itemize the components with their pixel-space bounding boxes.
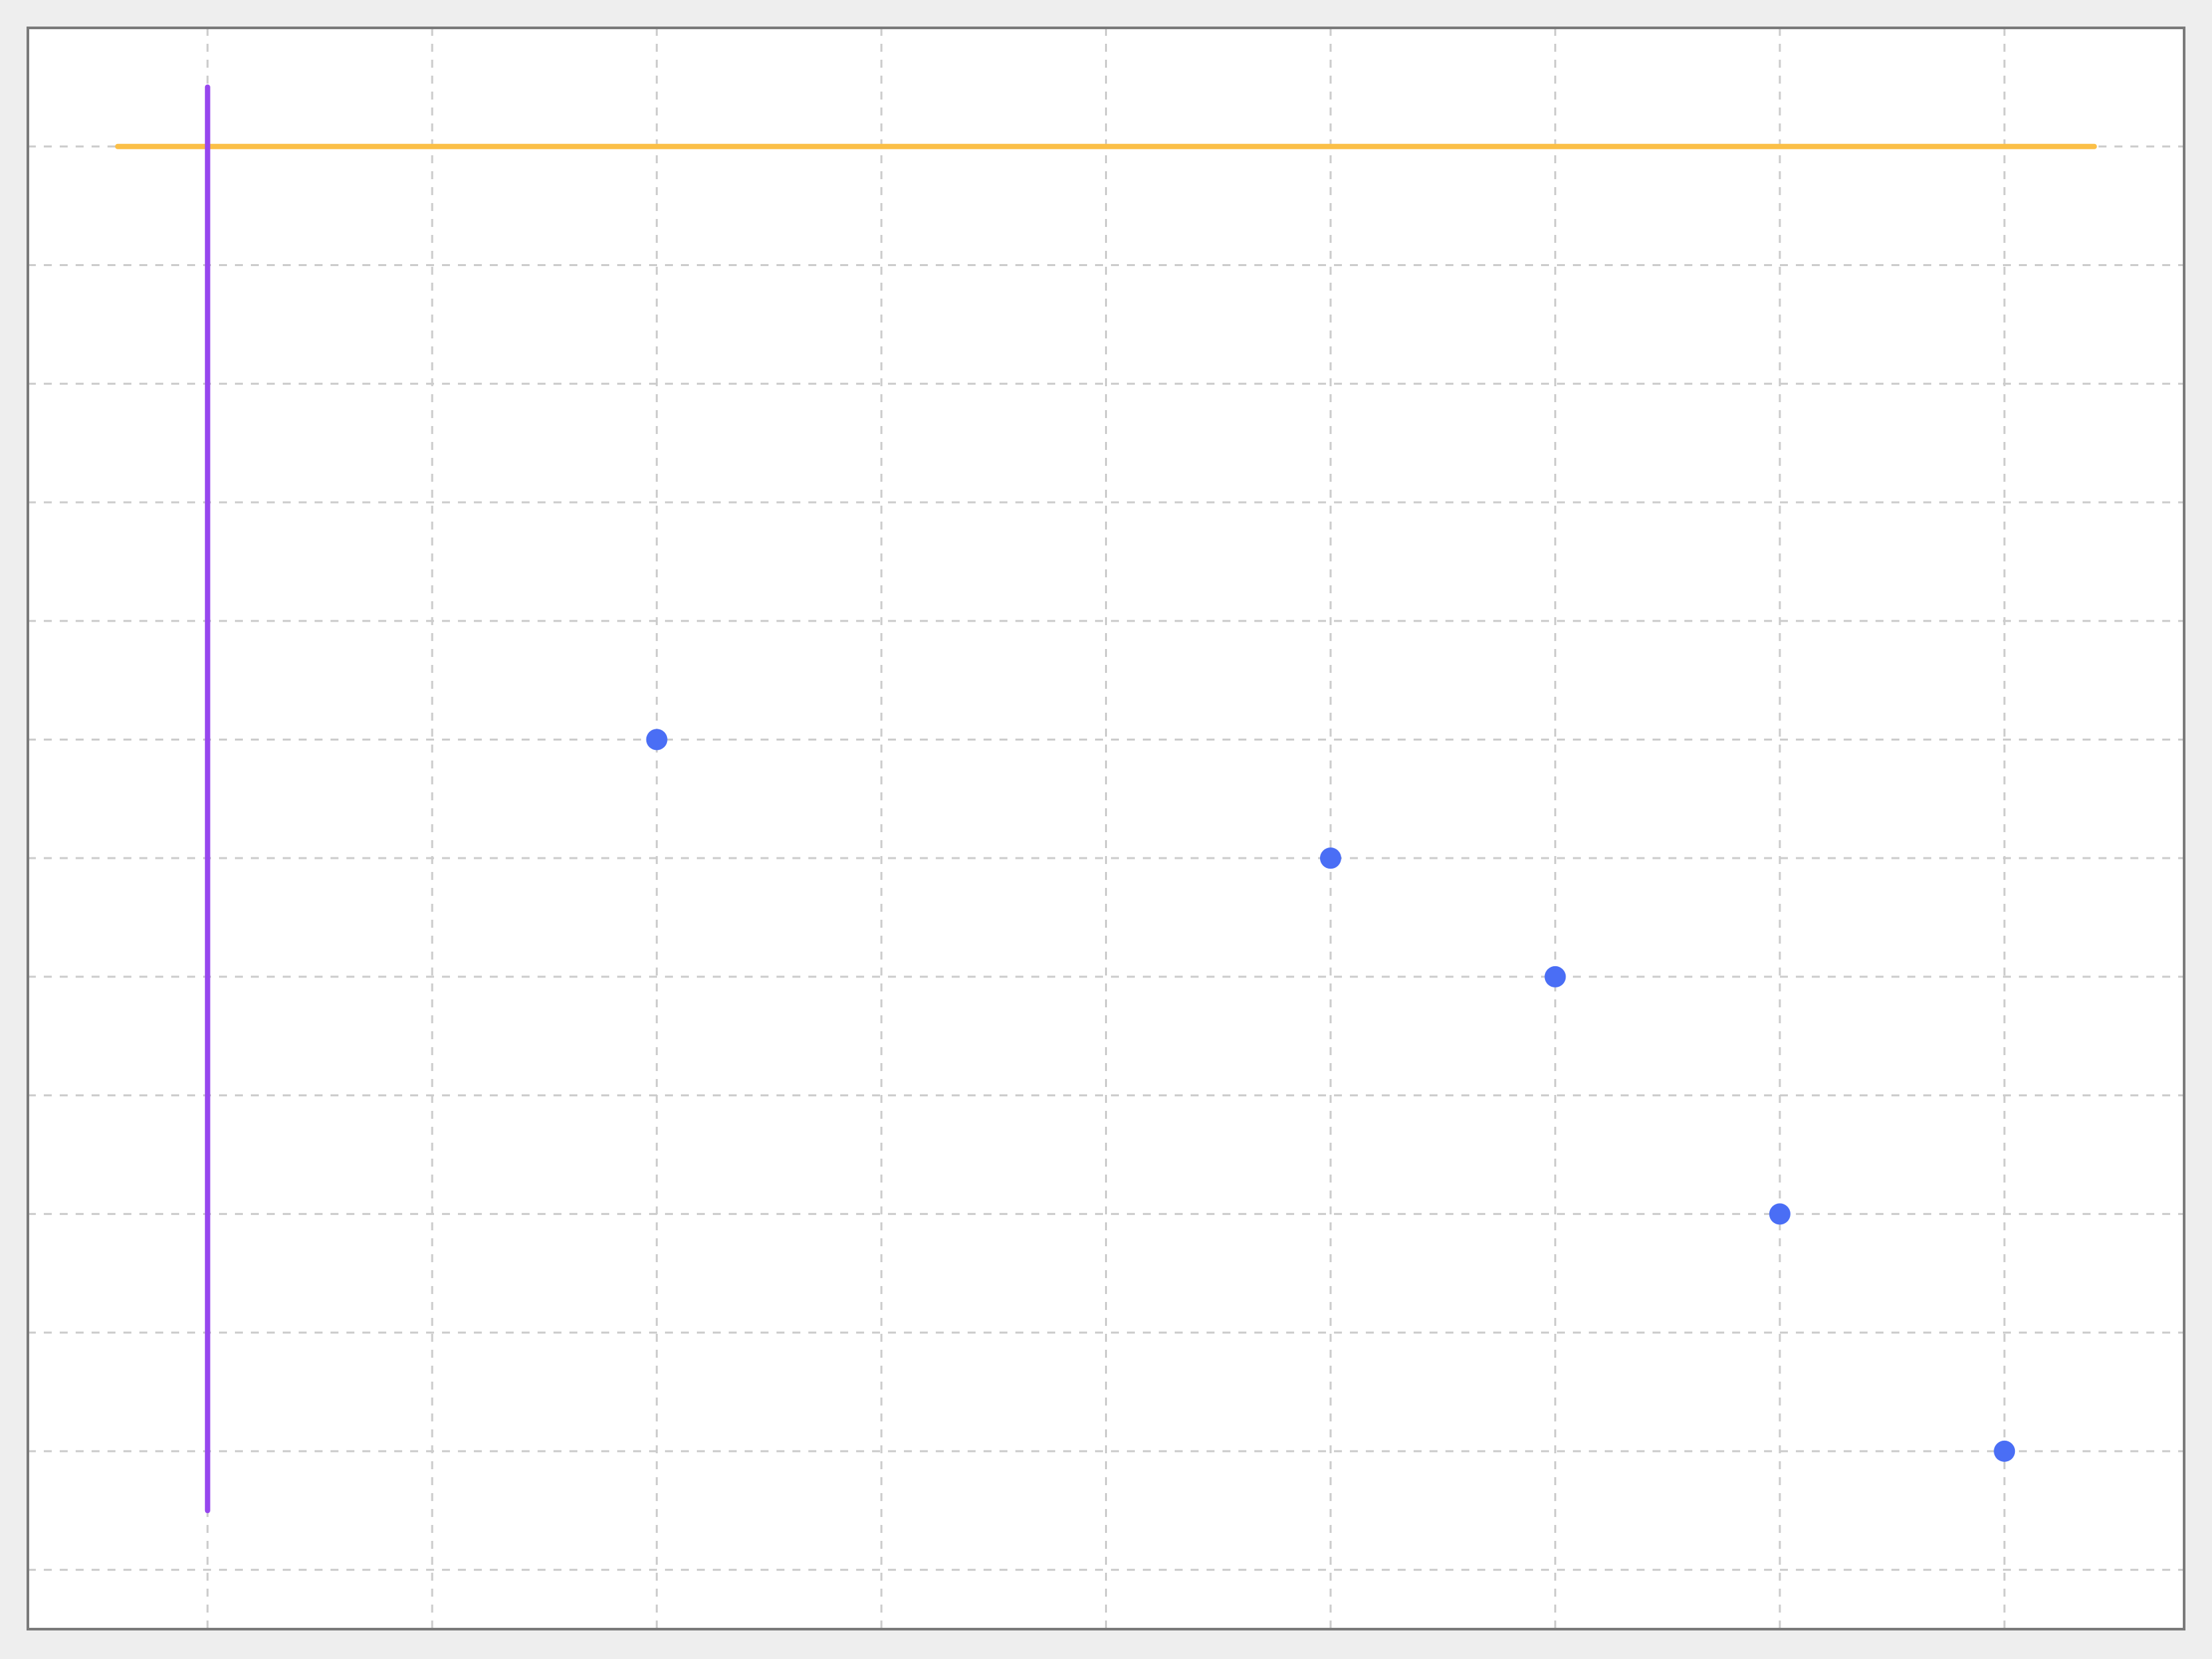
reference-lines: [115, 84, 2097, 1514]
data-point: [1769, 1203, 1791, 1225]
data-point: [646, 729, 668, 751]
data-point: [1319, 847, 1341, 869]
data-point: [1994, 1440, 2016, 1462]
scatter-series: [646, 729, 2016, 1462]
data-point: [1544, 966, 1566, 987]
plot-border: [27, 27, 2185, 1630]
